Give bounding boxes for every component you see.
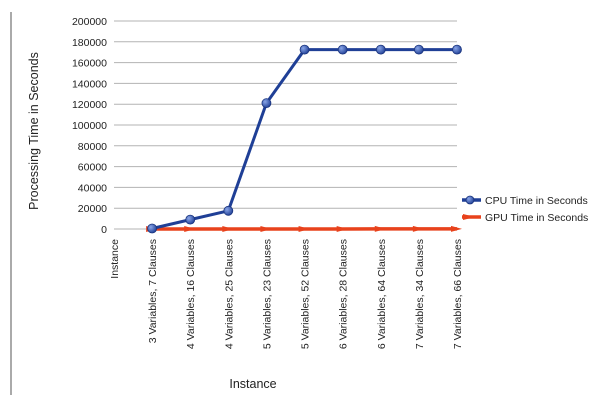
gpu-data-point: [299, 226, 310, 232]
y-tick-label: 120000: [72, 99, 107, 111]
y-tick-label: 0: [101, 224, 107, 236]
grid-lines: [114, 21, 457, 229]
gpu-data-point: [222, 226, 233, 232]
cpu-data-point: [376, 45, 385, 54]
y-tick-label: 80000: [78, 141, 107, 153]
x-tick-label: 7 Variables, 66 Clauses: [452, 239, 464, 349]
y-tick-label: 100000: [72, 120, 107, 132]
x-tick-label: 7 Variables, 34 Clauses: [414, 239, 426, 349]
x-tick-label: Instance: [109, 239, 121, 279]
x-tick-label: 5 Variables, 23 Clauses: [261, 239, 273, 349]
gpu-data-point: [413, 226, 424, 232]
legend: CPU Time in Seconds GPU Time in Seconds: [462, 195, 588, 224]
x-tick-label: 6 Variables, 28 Clauses: [338, 239, 350, 349]
x-tick-label: 6 Variables, 64 Clauses: [376, 239, 388, 349]
y-tick-label: 40000: [78, 182, 107, 194]
y-tick-label: 160000: [72, 58, 107, 70]
gpu-data-point: [260, 226, 271, 232]
y-axis-title: Processing Time in Seconds: [27, 52, 41, 210]
cpu-data-point: [262, 99, 271, 108]
cpu-data-point: [453, 45, 462, 54]
x-tick-label: 3 Variables, 7 Clauses: [147, 239, 159, 343]
x-tick-label: 5 Variables, 52 Clauses: [300, 239, 312, 349]
cpu-data-point: [186, 215, 195, 224]
y-tick-label: 180000: [72, 37, 107, 49]
cpu-series-line: [152, 50, 457, 229]
cpu-data-point: [148, 224, 157, 233]
y-tick-labels: 0 20000 40000 60000 80000 100000 120000 140000 1…: [72, 16, 107, 236]
y-tick-label: 140000: [72, 78, 107, 90]
legend-cpu-marker: [466, 196, 474, 204]
legend-cpu-label: CPU Time in Seconds: [485, 195, 588, 207]
cpu-data-point: [338, 45, 347, 54]
legend-gpu-marker: [463, 214, 475, 220]
x-tick-label: 4 Variables, 25 Clauses: [223, 239, 235, 349]
data-series: [146, 45, 462, 233]
cpu-data-point: [300, 45, 309, 54]
y-tick-label: 200000: [72, 16, 107, 28]
y-tick-label: 60000: [78, 162, 107, 174]
x-tick-label: 4 Variables, 16 Clauses: [185, 239, 197, 349]
x-tick-labels: Instance 3 Variables, 7 Clauses 4 Variable…: [109, 239, 464, 349]
legend-gpu-label: GPU Time in Seconds: [485, 212, 588, 224]
gpu-data-point: [184, 226, 195, 232]
y-tick-label: 20000: [78, 203, 107, 215]
gpu-data-point: [451, 226, 462, 232]
x-axis-title: Instance: [229, 377, 276, 391]
cpu-data-point: [224, 206, 233, 215]
cpu-data-point: [414, 45, 423, 54]
gpu-data-point: [337, 226, 348, 232]
gpu-data-point: [375, 226, 386, 232]
